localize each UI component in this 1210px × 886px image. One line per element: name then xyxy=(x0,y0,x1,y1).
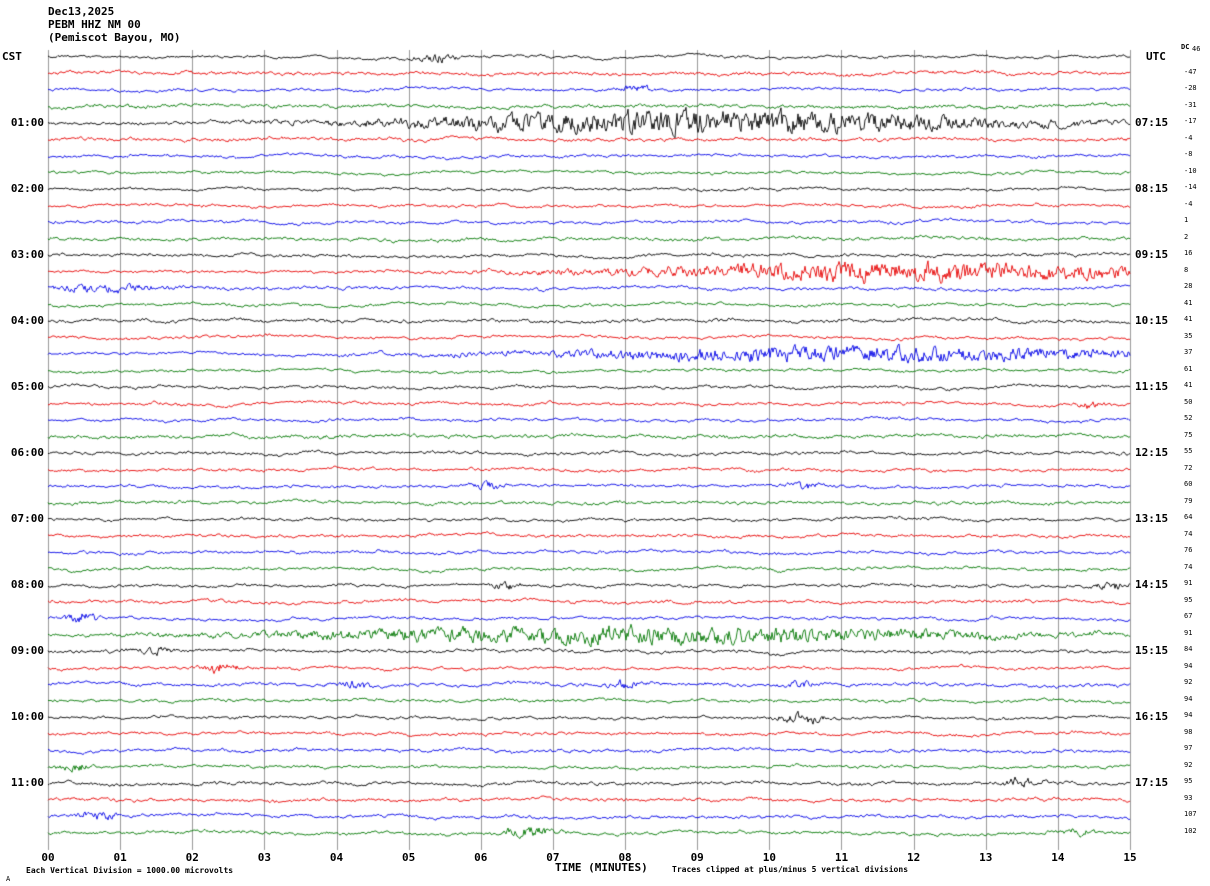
dc-offset-value: 98 xyxy=(1184,727,1193,736)
dc-offset-value: -8 xyxy=(1184,150,1193,159)
corner-mark: A xyxy=(6,875,11,883)
dc-offset-value: 64 xyxy=(1184,513,1193,522)
scale-note: Each Vertical Division = 1000.00 microvo… xyxy=(26,866,234,875)
utc-hour-label: 16:15 xyxy=(1135,710,1169,724)
location-label: (Pemiscot Bayou, MO) xyxy=(48,31,181,44)
x-tick-label: 05 xyxy=(402,851,416,864)
x-tick-label: 01 xyxy=(113,851,127,864)
dc-offset-value: -4 xyxy=(1184,133,1193,142)
dc-offset-value: 37 xyxy=(1184,348,1193,357)
dc-offset-value: 92 xyxy=(1184,678,1193,687)
dc-offset-value: 61 xyxy=(1184,364,1193,373)
dc-offset-value: 28 xyxy=(1184,282,1193,291)
dc-offset-value: 41 xyxy=(1184,381,1193,390)
dc-offset-value: 97 xyxy=(1184,744,1193,753)
dc-offset-value: 16 xyxy=(1184,249,1193,258)
cst-hour-label: 04:00 xyxy=(10,314,44,328)
dc-offset-value: 107 xyxy=(1184,810,1197,819)
x-axis-title: TIME (MINUTES) xyxy=(555,861,648,874)
dc-offset-header: DC xyxy=(1181,43,1190,51)
utc-hour-label: 12:15 xyxy=(1135,446,1169,460)
dc-offset-value: 102 xyxy=(1184,826,1197,835)
x-tick-label: 03 xyxy=(257,851,272,864)
dc-offset-value: -28 xyxy=(1184,84,1197,93)
cst-timezone-label: CST xyxy=(2,50,22,63)
x-tick-label: 12 xyxy=(906,851,921,864)
dc-offset-value: 91 xyxy=(1184,579,1193,588)
dc-offset-value: 72 xyxy=(1184,463,1193,472)
dc-offset-value: -31 xyxy=(1184,100,1197,109)
cst-hour-label: 01:00 xyxy=(10,116,44,130)
dc-offset-value: 76 xyxy=(1184,546,1193,555)
x-tick-label: 00 xyxy=(41,851,55,864)
dc-offset-value: 95 xyxy=(1184,595,1193,604)
dc-offset-value: 91 xyxy=(1184,628,1193,637)
utc-hour-label: 17:15 xyxy=(1135,776,1169,790)
x-tick-label: 11 xyxy=(834,851,849,864)
cst-hour-label: 10:00 xyxy=(10,710,44,724)
cst-hour-label: 05:00 xyxy=(10,380,44,394)
x-tick-label: 06 xyxy=(474,851,488,864)
dc-offset-value: 50 xyxy=(1184,397,1193,406)
dc-offset-value: 1 xyxy=(1184,216,1189,225)
cst-hour-label: 02:00 xyxy=(10,182,44,196)
cst-hour-label: 03:00 xyxy=(10,248,44,262)
dc-offset-value: 75 xyxy=(1184,430,1193,439)
dc-offset-value: 92 xyxy=(1184,760,1193,769)
date-label: Dec13,2025 xyxy=(48,5,115,18)
utc-hour-label: 10:15 xyxy=(1135,314,1169,328)
x-tick-label: 13 xyxy=(979,851,993,864)
dc-offset-value: -17 xyxy=(1184,117,1197,126)
dc-offset-value: -4 xyxy=(1184,199,1193,208)
dc-offset-value: -10 xyxy=(1184,166,1197,175)
dc-offset-value: 95 xyxy=(1184,777,1193,786)
utc-hour-label: 07:15 xyxy=(1135,116,1169,130)
dc-offset-value: 60 xyxy=(1184,480,1193,489)
dc-offset-value: 55 xyxy=(1184,447,1193,456)
cst-hour-label: 11:00 xyxy=(10,776,44,790)
station-label: PEBM HHZ NM 00 xyxy=(48,18,141,31)
dc-offset-value: 74 xyxy=(1184,529,1193,538)
dc-offset-value: 93 xyxy=(1184,793,1193,802)
dc-offset-value: 67 xyxy=(1184,612,1193,621)
clip-note: Traces clipped at plus/minus 5 vertical … xyxy=(672,865,909,874)
cst-hour-label: 07:00 xyxy=(10,512,44,526)
cst-hour-label: 09:00 xyxy=(10,644,44,658)
dc-offset-value: 74 xyxy=(1184,562,1193,571)
x-tick-label: 15 xyxy=(1123,851,1137,864)
utc-hour-label: 15:15 xyxy=(1135,644,1169,658)
dc-offset-value: 84 xyxy=(1184,645,1193,654)
x-tick-label: 08 xyxy=(618,851,632,864)
dc-offset-value: 41 xyxy=(1184,298,1193,307)
dc-offset-value: -14 xyxy=(1184,183,1197,192)
utc-hour-label: 11:15 xyxy=(1135,380,1169,394)
utc-hour-label: 14:15 xyxy=(1135,578,1169,592)
dc-offset-value: 79 xyxy=(1184,496,1193,505)
utc-timezone-label: UTC xyxy=(1146,50,1166,63)
cst-hour-label: 08:00 xyxy=(10,578,44,592)
x-tick-label: 04 xyxy=(329,851,344,864)
x-tick-label: 02 xyxy=(185,851,199,864)
x-tick-label: 07 xyxy=(546,851,560,864)
dc-offset-value: 94 xyxy=(1184,711,1193,720)
dc-offset-value: 94 xyxy=(1184,661,1193,670)
dc-offset-value: -47 xyxy=(1184,67,1197,76)
dc-offset-value: 94 xyxy=(1184,694,1193,703)
dc-offset-value: 41 xyxy=(1184,315,1193,324)
utc-hour-label: 09:15 xyxy=(1135,248,1169,262)
x-tick-label: 09 xyxy=(690,851,704,864)
dc-offset-value: 52 xyxy=(1184,414,1193,423)
utc-hour-label: 13:15 xyxy=(1135,512,1169,526)
utc-hour-label: 08:15 xyxy=(1135,182,1169,196)
x-tick-label: 14 xyxy=(1051,851,1065,864)
dc-offset-value: 8 xyxy=(1184,265,1189,274)
x-tick-label: 10 xyxy=(762,851,776,864)
dc-offset-value: 46 xyxy=(1192,45,1201,53)
dc-offset-value: 2 xyxy=(1184,232,1189,241)
cst-hour-label: 06:00 xyxy=(10,446,44,460)
dc-offset-value: 35 xyxy=(1184,331,1193,340)
